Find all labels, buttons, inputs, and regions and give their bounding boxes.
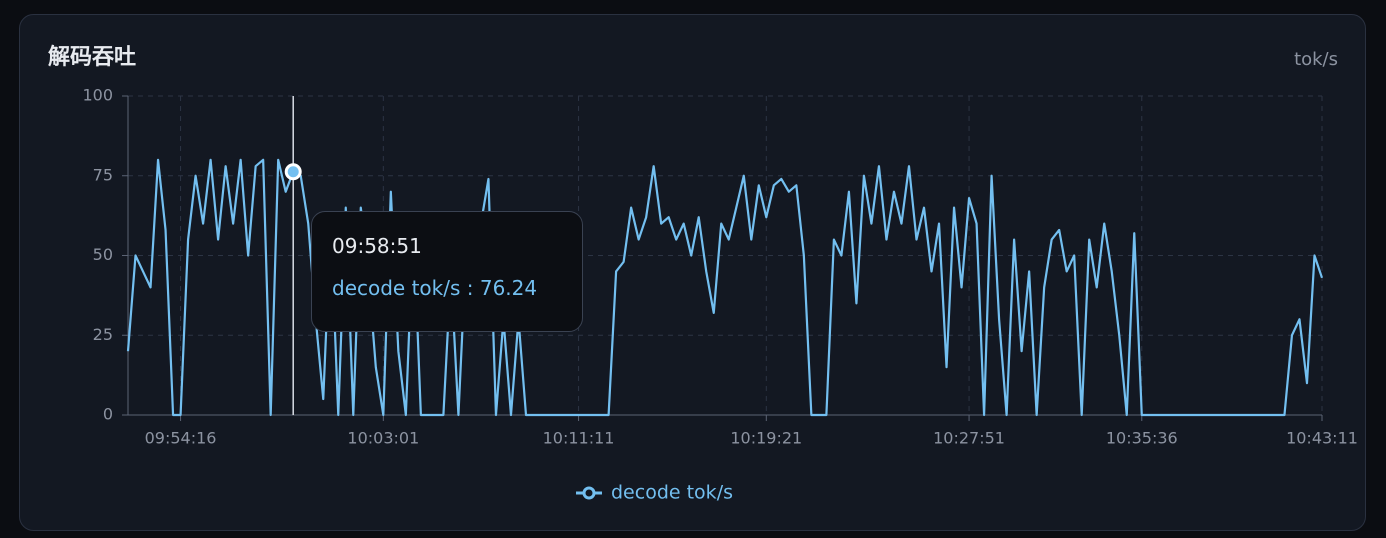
card-title: 解码吞吐 [48, 44, 136, 70]
y-tick-label: 100 [82, 86, 113, 105]
card [19, 14, 1366, 531]
hover-point [284, 163, 302, 181]
y-tick-label: 25 [93, 325, 113, 344]
legend-icon [582, 486, 596, 500]
tooltip-title: 09:58:51 [332, 234, 422, 258]
x-tick-label: 09:54:16 [145, 429, 217, 448]
x-tick-label: 10:27:51 [933, 429, 1005, 448]
x-tick-label: 10:19:21 [730, 429, 802, 448]
y-tick-label: 50 [93, 245, 113, 264]
y-tick-label: 75 [93, 165, 113, 184]
unit-label: tok/s [1294, 49, 1338, 70]
tooltip: 09:58:51 decode tok/s : 76.24 [311, 211, 583, 332]
y-tick-label: 0 [103, 405, 113, 424]
x-tick-label: 10:35:36 [1106, 429, 1178, 448]
tooltip-value: decode tok/s : 76.24 [332, 276, 538, 300]
x-tick-label: 10:43:11 [1286, 429, 1358, 448]
x-tick-label: 10:03:01 [347, 429, 419, 448]
legend-label: decode tok/s [611, 482, 733, 504]
x-tick-label: 10:11:11 [543, 429, 615, 448]
